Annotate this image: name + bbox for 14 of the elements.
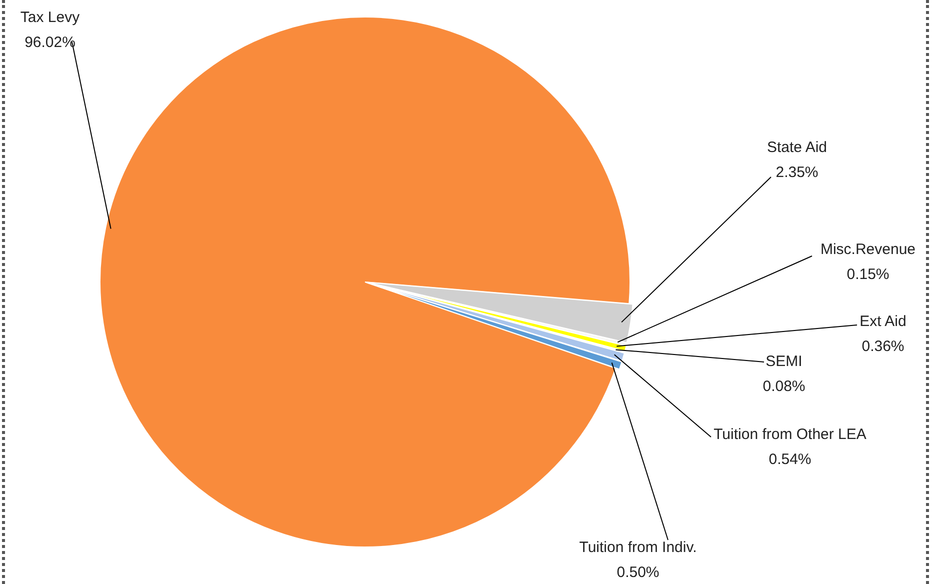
data-label: 0.36%: [862, 338, 904, 356]
data-label: 0.50%: [616, 564, 660, 582]
slice-label: Misc.Revenue: [820, 241, 916, 258]
slice-label: SEMI: [766, 353, 802, 370]
data-label: 0.15%: [846, 266, 890, 284]
slice-label: Tuition from Other LEA: [714, 426, 866, 444]
data-label: 0.54%: [768, 451, 812, 468]
slice-label: Tuition from Indiv.: [579, 539, 697, 556]
data-label: 0.08%: [762, 378, 806, 396]
slice-label: Tax Levy: [20, 9, 80, 26]
slice-label: State Aid: [766, 139, 828, 156]
data-label: 2.35%: [776, 164, 818, 182]
slice-label: Ext Aid: [860, 313, 906, 330]
data-label: 96.02%: [24, 34, 76, 52]
